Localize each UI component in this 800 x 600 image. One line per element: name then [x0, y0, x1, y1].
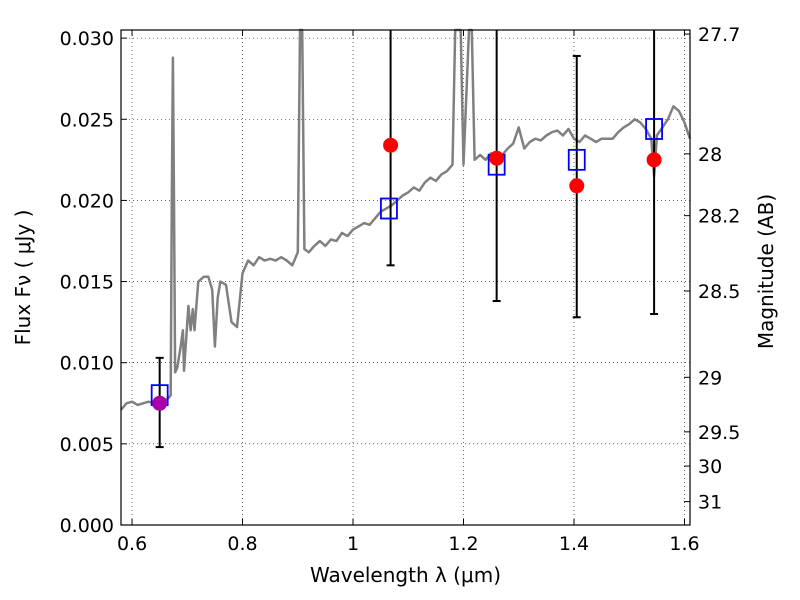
spectrum-series: [120, 28, 692, 411]
y2-tick-label: 30: [698, 456, 722, 478]
x-tick-label: 1.2: [448, 533, 478, 555]
observed-point: [383, 137, 399, 153]
x-tick-label: 1.6: [669, 533, 699, 555]
y-tick-label: 0.020: [60, 190, 114, 212]
x-tick-label: 1: [347, 533, 359, 555]
observed-point: [489, 150, 505, 166]
y2-tick-label: 31: [698, 492, 722, 514]
plot-frame: [120, 29, 691, 526]
model-point: [567, 148, 586, 171]
ticks: 0.6 0.8 1 1.2 1.4 1.6 0.000 0.005 0.010 0.015 0.02…: [60, 24, 741, 555]
observed-points: [152, 137, 662, 411]
x-tick-label: 0.6: [117, 533, 147, 555]
spectrum-line: [120, 28, 692, 411]
model-point: [380, 197, 398, 220]
errorbars: [155, 30, 659, 449]
y-axis-label: Flux Fν ( μJy ): [11, 210, 35, 346]
x-axis-label: Wavelength λ (μm): [310, 563, 501, 587]
y2-tick-label: 29: [698, 367, 722, 389]
y-tick-label: 0.005: [60, 434, 114, 456]
y2-tick-label: 28.2: [698, 206, 740, 228]
y-tick-label: 0.025: [60, 109, 114, 131]
y2-tick-label: 29.5: [698, 422, 740, 444]
y-tick-label: 0.030: [60, 28, 114, 50]
y2-axis-label: Magnitude (AB): [754, 194, 778, 349]
y2-tick-label: 28: [698, 144, 722, 166]
y-tick-label: 0.000: [60, 515, 114, 537]
x-tick-label: 1.4: [559, 533, 589, 555]
model-points: [150, 118, 663, 407]
observed-point: [646, 152, 662, 168]
x-tick-label: 0.8: [227, 533, 257, 555]
grid: [121, 30, 690, 525]
y2-tick-label: 27.7: [698, 24, 740, 46]
observed-point: [569, 178, 585, 194]
y2-tick-label: 28.5: [698, 281, 740, 303]
model-point: [645, 118, 663, 140]
observed-point: [152, 395, 168, 411]
y-tick-label: 0.010: [60, 353, 114, 375]
y-tick-label: 0.015: [60, 272, 114, 294]
